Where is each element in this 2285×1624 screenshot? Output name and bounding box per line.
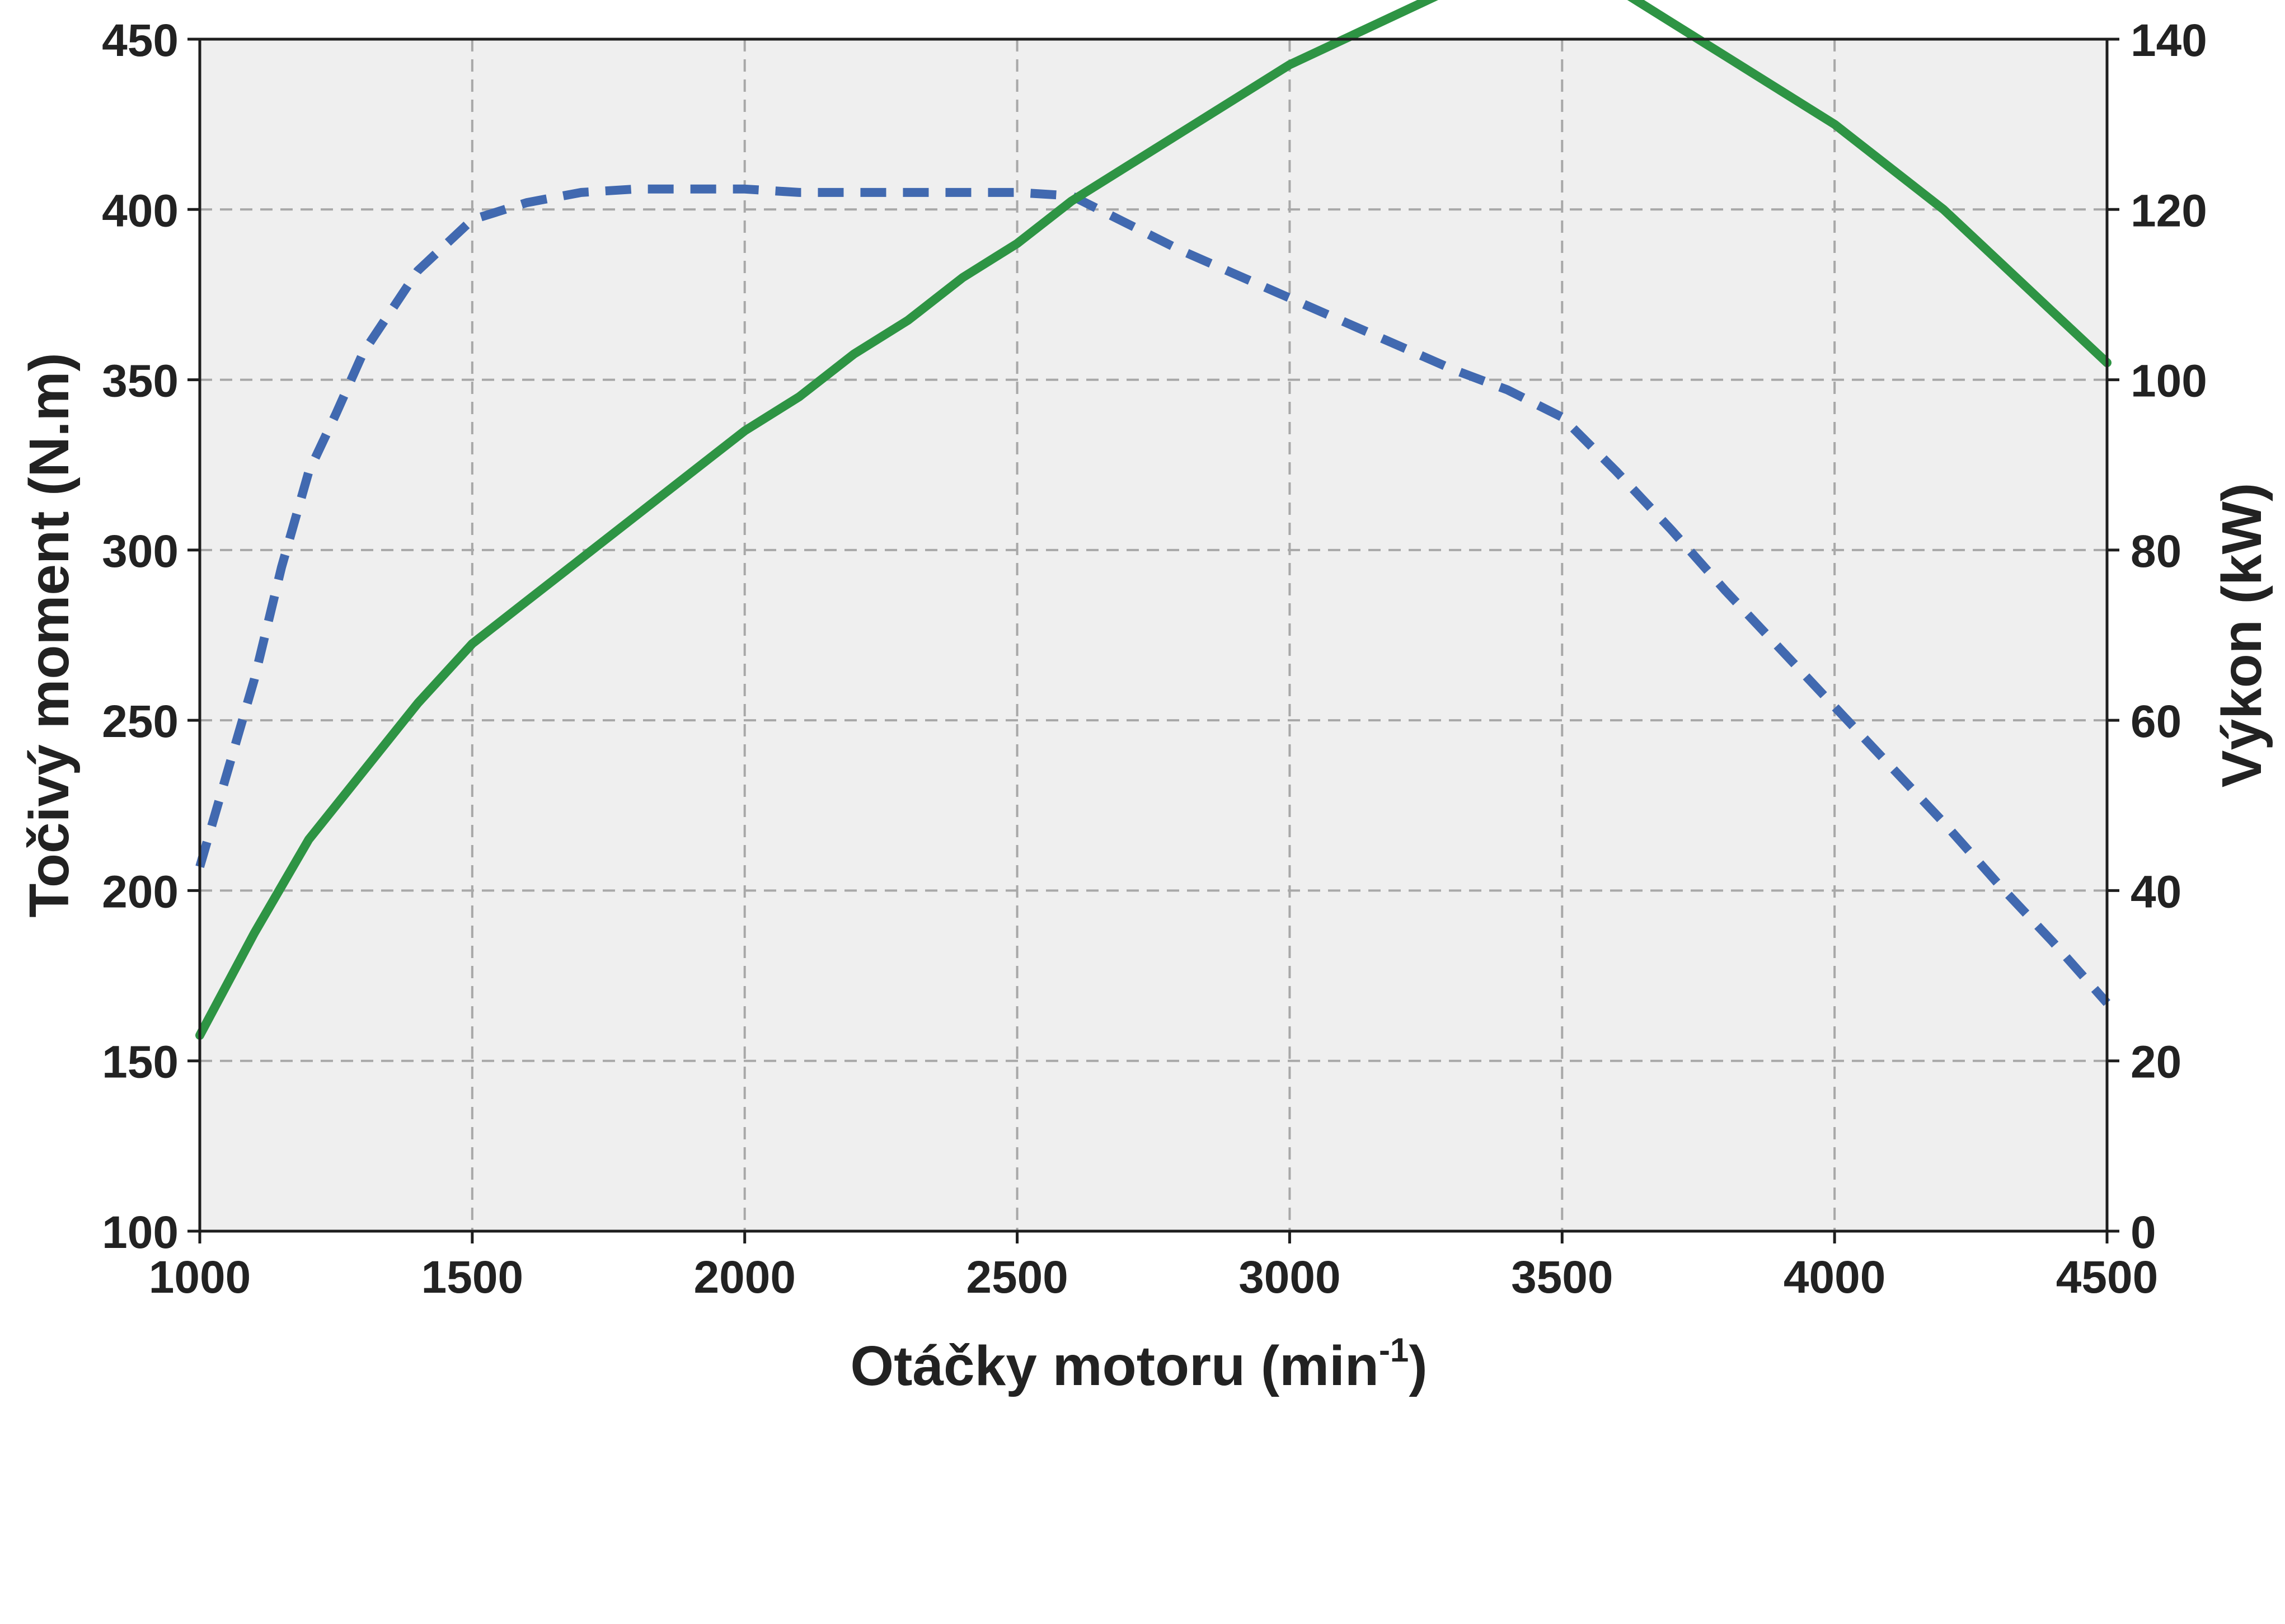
y-right-tick-label: 80 xyxy=(2131,526,2181,577)
y-left-tick-label: 350 xyxy=(102,356,179,407)
y-right-tick-label: 0 xyxy=(2131,1207,2156,1258)
x-axis-title-superscript: -1 xyxy=(1379,1331,1409,1369)
x-tick-label: 3500 xyxy=(1511,1252,1613,1303)
y-left-tick-label: 400 xyxy=(102,185,179,236)
torque-line xyxy=(195,184,2110,1006)
plot-frame xyxy=(198,37,2109,1233)
y-right-tick-label: 40 xyxy=(2131,866,2181,917)
y-left-tick-label: 150 xyxy=(102,1037,179,1088)
y-right-tick-label: 100 xyxy=(2131,356,2207,407)
x-tick-label: 1000 xyxy=(149,1252,251,1303)
x-axis-title: Otáčky motoru (min-1) xyxy=(850,1331,1427,1397)
x-axis-ticks: 1000 1500 2000 2500 3000 3500 4000 4500 xyxy=(149,1231,2158,1303)
grid-lines xyxy=(200,39,2107,1231)
y-right-tick-label: 140 xyxy=(2131,15,2207,66)
y-left-tick-label: 200 xyxy=(102,866,179,917)
y-right-axis-title: Výkon (kW) xyxy=(2211,483,2273,787)
x-tick-label: 4000 xyxy=(1784,1252,1885,1303)
y-right-tick-label: 20 xyxy=(2131,1037,2181,1088)
y-left-tick-label: 100 xyxy=(102,1207,179,1258)
x-axis-title-end: ) xyxy=(1409,1335,1427,1397)
x-tick-label: 2000 xyxy=(694,1252,796,1303)
x-tick-label: 2500 xyxy=(966,1252,1068,1303)
y-right-tick-label: 120 xyxy=(2131,185,2207,236)
y-left-tick-label: 450 xyxy=(102,15,179,66)
y-right-axis-ticks: 0 20 40 60 80 100 120 140 xyxy=(2107,15,2207,1258)
y-left-axis-ticks: 100 150 200 250 300 350 400 450 xyxy=(102,15,200,1258)
x-tick-label: 4500 xyxy=(2056,1252,2158,1303)
y-left-tick-label: 300 xyxy=(102,526,179,577)
series-layer xyxy=(195,0,2112,1040)
x-tick-label: 3000 xyxy=(1238,1252,1340,1303)
power-line xyxy=(195,0,2112,1040)
x-tick-label: 1500 xyxy=(421,1252,523,1303)
y-right-tick-label: 60 xyxy=(2131,696,2181,747)
y-left-tick-label: 250 xyxy=(102,696,179,747)
y-left-axis-title: Točivý moment (N.m) xyxy=(18,353,81,917)
